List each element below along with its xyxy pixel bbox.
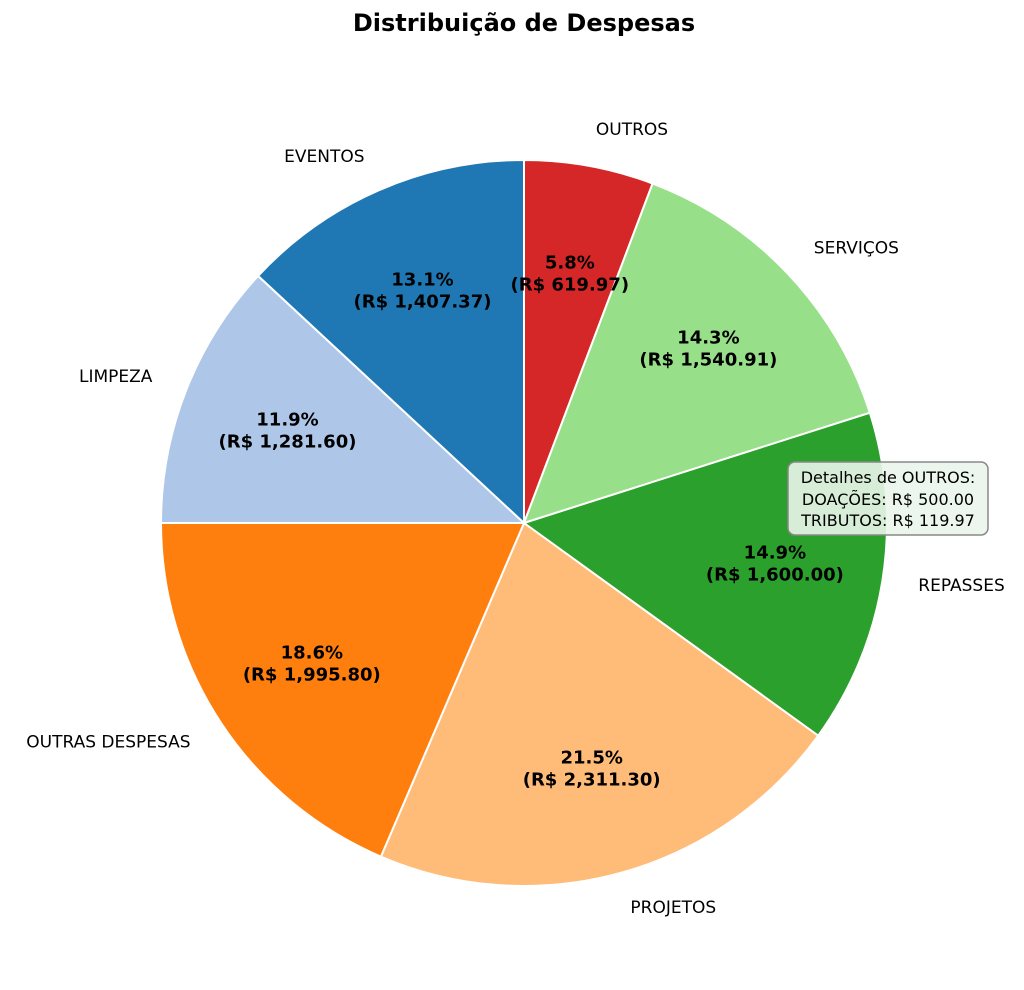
annotation-line-2: DOAÇÕES: R$ 500.00 [802, 490, 974, 509]
amount-label-servicos: (R$ 1,540.91) [639, 350, 777, 371]
category-label-limpeza: LIMPEZA [79, 367, 153, 387]
category-label-projetos: PROJETOS [630, 898, 716, 918]
annotation-line-1: Detalhes de OUTROS: [801, 468, 976, 487]
pie-slice-outras-despesas [159, 521, 526, 858]
pie-slice-outros [523, 158, 654, 524]
amount-label-outras-despesas: (R$ 1,995.80) [243, 664, 381, 685]
category-label-repasses: REPASSES [918, 576, 1004, 596]
value-labels: 5.8%(R$ 619.97)14.3%(R$ 1,540.91)14.9%(R… [219, 253, 844, 791]
annotation-box: Detalhes de OUTROS: DOAÇÕES: R$ 500.00 T… [787, 461, 989, 536]
category-label-eventos: EVENTOS [284, 147, 364, 167]
percent-label-repasses: 14.9% [744, 543, 806, 564]
pie-slice-eventos [256, 158, 525, 526]
percent-label-outras-despesas: 18.6% [281, 642, 343, 663]
pie-slice-projetos [379, 521, 820, 887]
percent-label-projetos: 21.5% [560, 747, 622, 768]
pie-slice-servicos [522, 182, 872, 525]
pie-slices [159, 158, 888, 887]
category-labels: OUTROS SERVIÇOS REPASSES PROJETOS OUTRAS DES… [26, 120, 1004, 918]
amount-label-repasses: (R$ 1,600.00) [706, 565, 844, 586]
percent-label-servicos: 14.3% [677, 328, 739, 349]
category-label-outras-despesas: OUTRAS DESPESAS [26, 733, 190, 753]
category-label-servicos: SERVIÇOS [814, 238, 899, 258]
percent-label-limpeza: 11.9% [256, 410, 318, 431]
pie-slice-limpeza [159, 274, 527, 525]
amount-label-projetos: (R$ 2,311.30) [523, 769, 661, 790]
amount-label-limpeza: (R$ 1,281.60) [219, 432, 357, 453]
category-label-outros: OUTROS [596, 120, 668, 140]
annotation-background [787, 461, 989, 536]
amount-label-outros: (R$ 619.97) [511, 275, 630, 296]
amount-label-eventos: (R$ 1,407.37) [354, 292, 492, 313]
percent-label-eventos: 13.1% [391, 270, 453, 291]
annotation-line-3: TRIBUTOS: R$ 119.97 [800, 511, 975, 530]
percent-label-outros: 5.8% [545, 253, 595, 274]
chart-title: Distribuição de Despesas [353, 9, 695, 37]
